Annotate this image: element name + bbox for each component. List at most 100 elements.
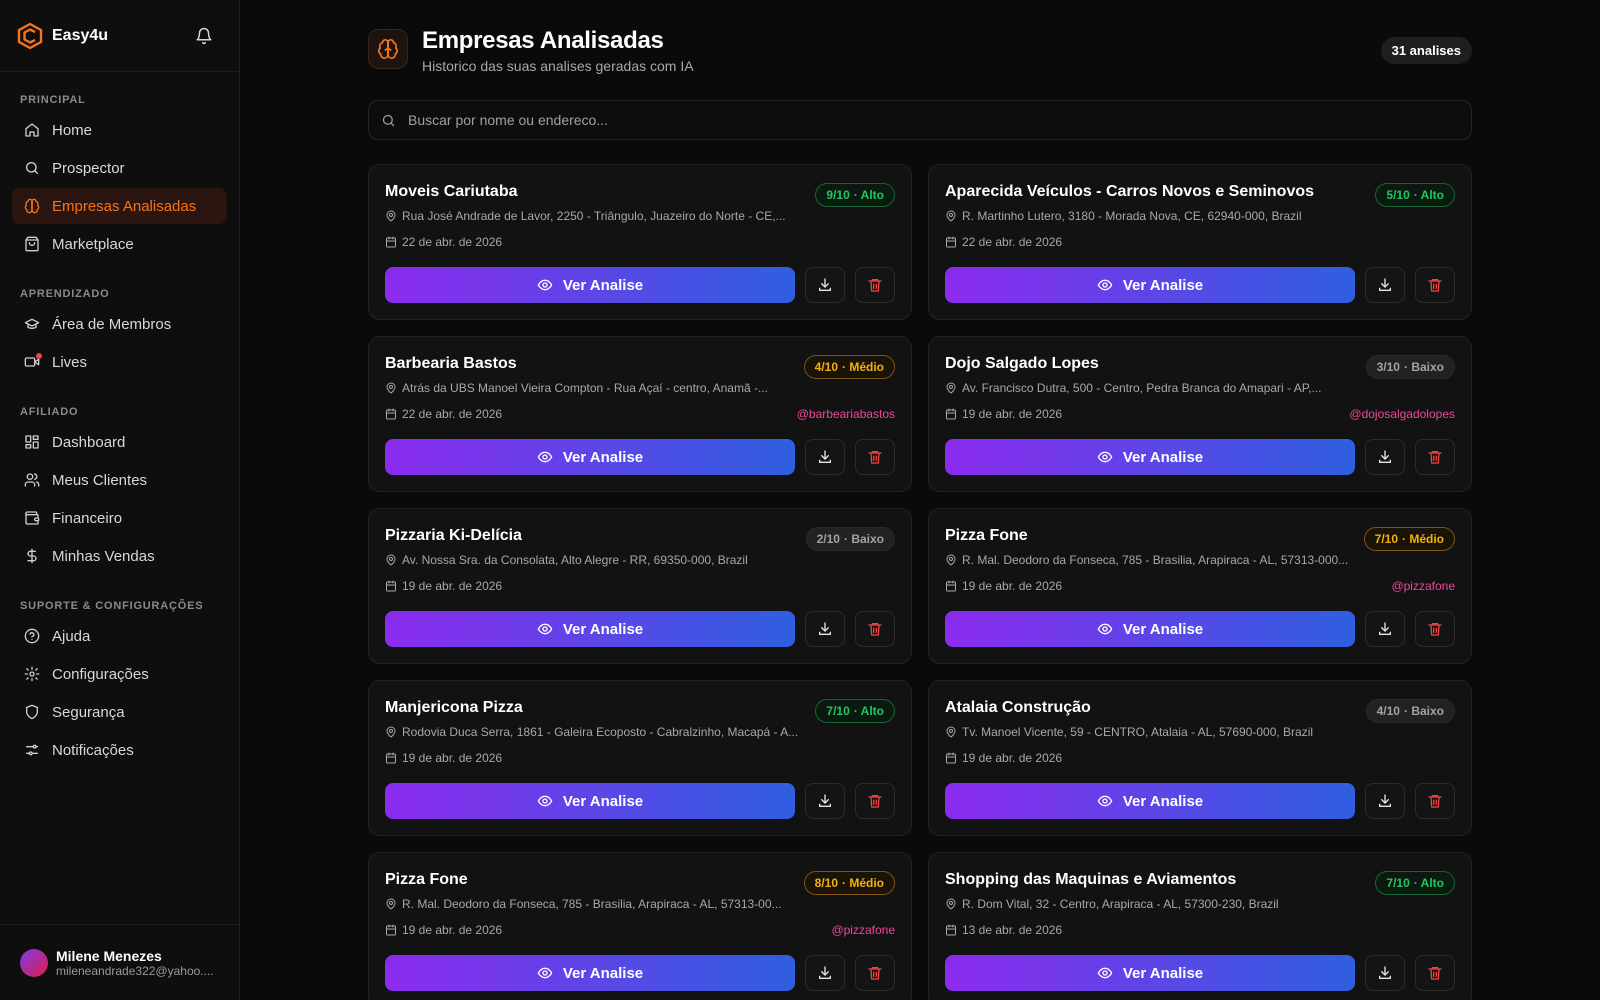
company-card: Manjericona Pizza 7/10 · Alto Rodovia Duca … xyxy=(368,680,912,836)
sidebar-item-label: Financeiro xyxy=(52,509,123,527)
download-button[interactable] xyxy=(805,439,845,475)
company-address: Av. Francisco Dutra, 500 - Centro, Pedra… xyxy=(945,381,1455,395)
download-button[interactable] xyxy=(1365,783,1405,819)
view-analysis-button[interactable]: Ver Analise xyxy=(945,439,1355,475)
sidebar-item-minhas-vendas[interactable]: Minhas Vendas xyxy=(12,538,227,574)
score-badge: 4/10 · Médio xyxy=(803,355,895,379)
map-pin-icon xyxy=(946,210,956,222)
instagram-handle[interactable]: @pizzafone xyxy=(831,923,895,937)
date-text: 19 de abr. de 2026 xyxy=(962,407,1063,421)
date-text: 19 de abr. de 2026 xyxy=(962,579,1063,593)
delete-button[interactable] xyxy=(1415,955,1455,991)
score-badge: 7/10 · Médio xyxy=(1363,527,1455,551)
search-input[interactable] xyxy=(408,112,1459,128)
delete-button[interactable] xyxy=(1415,783,1455,819)
search-icon xyxy=(382,114,395,126)
delete-button[interactable] xyxy=(855,783,895,819)
eye-icon xyxy=(1097,967,1113,979)
download-button[interactable] xyxy=(1365,955,1405,991)
view-analysis-button[interactable]: Ver Analise xyxy=(385,955,795,991)
sidebar-item-lives[interactable]: Lives xyxy=(12,344,227,380)
view-analysis-button[interactable]: Ver Analise xyxy=(945,267,1355,303)
sidebar-item-label: Segurança xyxy=(52,703,125,721)
view-analysis-button[interactable]: Ver Analise xyxy=(945,611,1355,647)
company-name: Atalaia Construção xyxy=(945,699,1091,716)
instagram-handle[interactable]: @dojosalgadolopes xyxy=(1349,407,1455,421)
trash-icon xyxy=(868,967,882,980)
sidebar-item-seguranca[interactable]: Segurança xyxy=(12,694,227,730)
delete-button[interactable] xyxy=(1415,611,1455,647)
instagram-handle[interactable]: @pizzafone xyxy=(1391,579,1455,593)
sidebar-item-empresas-analisadas[interactable]: Empresas Analisadas xyxy=(12,188,227,224)
sidebar-item-ajuda[interactable]: Ajuda xyxy=(12,618,227,654)
logo-icon xyxy=(17,22,43,49)
score-value: 2/10 xyxy=(816,532,840,546)
delete-button[interactable] xyxy=(855,611,895,647)
avatar xyxy=(20,948,48,977)
download-icon xyxy=(819,278,831,291)
analysis-date: 19 de abr. de 2026 xyxy=(385,923,502,937)
download-button[interactable] xyxy=(1365,611,1405,647)
sidebar-item-financeiro[interactable]: Financeiro xyxy=(12,500,227,536)
video-icon xyxy=(24,357,40,367)
delete-button[interactable] xyxy=(855,955,895,991)
analysis-date: 19 de abr. de 2026 xyxy=(945,579,1062,593)
download-icon xyxy=(819,622,831,635)
sidebar-item-configuracoes[interactable]: Configurações xyxy=(12,656,227,692)
view-analysis-label: Ver Analise xyxy=(1122,620,1204,638)
map-pin-icon xyxy=(946,726,956,738)
company-card: Moveis Cariutaba 9/10 · Alto Rua José Andra… xyxy=(368,164,912,320)
score-value: 7/10 xyxy=(826,704,850,718)
download-button[interactable] xyxy=(1365,267,1405,303)
sidebar-item-area-de-membros[interactable]: Área de Membros xyxy=(12,306,227,342)
gear-icon xyxy=(24,666,40,682)
sidebar-item-prospector[interactable]: Prospector xyxy=(12,150,227,186)
delete-button[interactable] xyxy=(855,267,895,303)
address-text: Tv. Manoel Vicente, 59 - CENTRO, Atalaia… xyxy=(962,725,1314,739)
download-icon xyxy=(819,966,831,979)
delete-button[interactable] xyxy=(1415,267,1455,303)
wallet-icon xyxy=(25,511,40,525)
view-analysis-button[interactable]: Ver Analise xyxy=(385,439,795,475)
company-address: R. Mal. Deodoro da Fonseca, 785 - Brasil… xyxy=(945,553,1455,567)
download-button[interactable] xyxy=(805,955,845,991)
calendar-icon xyxy=(946,580,956,592)
date-text: 22 de abr. de 2026 xyxy=(402,235,503,249)
score-badge: 4/10 · Baixo xyxy=(1365,699,1455,723)
brand-header: Easy4u xyxy=(0,0,239,72)
score-level: · Médio xyxy=(1402,532,1444,546)
view-analysis-button[interactable]: Ver Analise xyxy=(385,267,795,303)
sidebar-item-dashboard[interactable]: Dashboard xyxy=(12,424,227,460)
download-button[interactable] xyxy=(805,267,845,303)
sidebar-item-home[interactable]: Home xyxy=(12,112,227,148)
date-text: 19 de abr. de 2026 xyxy=(402,751,503,765)
date-text: 19 de abr. de 2026 xyxy=(962,751,1063,765)
view-analysis-button[interactable]: Ver Analise xyxy=(945,955,1355,991)
delete-button[interactable] xyxy=(855,439,895,475)
download-button[interactable] xyxy=(805,611,845,647)
eye-icon xyxy=(537,451,553,463)
trash-icon xyxy=(868,795,882,808)
download-button[interactable] xyxy=(1365,439,1405,475)
address-text: Av. Nossa Sra. da Consolata, Alto Alegre… xyxy=(402,553,748,567)
instagram-handle[interactable]: @barbeariabastos xyxy=(796,407,895,421)
bell-icon[interactable] xyxy=(195,27,213,45)
download-icon xyxy=(819,794,831,807)
user-name: Milene Menezes xyxy=(56,947,162,964)
address-text: R. Mal. Deodoro da Fonseca, 785 - Brasil… xyxy=(962,553,1349,567)
shopping-bag-icon xyxy=(25,236,39,252)
address-text: Rua José Andrade de Lavor, 2250 - Triâng… xyxy=(402,209,786,223)
sidebar-item-meus-clientes[interactable]: Meus Clientes xyxy=(12,462,227,498)
score-badge: 3/10 · Baixo xyxy=(1365,355,1455,379)
user-profile[interactable]: Milene Menezes mileneandrade322@yahoo...… xyxy=(0,924,240,1000)
sidebar: Easy4u PRINCIPAL Home Prospector Empresas A… xyxy=(0,0,240,1000)
view-analysis-button[interactable]: Ver Analise xyxy=(945,783,1355,819)
graduation-cap-icon xyxy=(24,318,40,329)
view-analysis-button[interactable]: Ver Analise xyxy=(385,783,795,819)
delete-button[interactable] xyxy=(1415,439,1455,475)
view-analysis-button[interactable]: Ver Analise xyxy=(385,611,795,647)
nav-section-title: AFILIADO xyxy=(20,406,79,418)
sidebar-item-marketplace[interactable]: Marketplace xyxy=(12,226,227,262)
download-button[interactable] xyxy=(805,783,845,819)
sidebar-item-notificacoes[interactable]: Notificações xyxy=(12,732,227,768)
